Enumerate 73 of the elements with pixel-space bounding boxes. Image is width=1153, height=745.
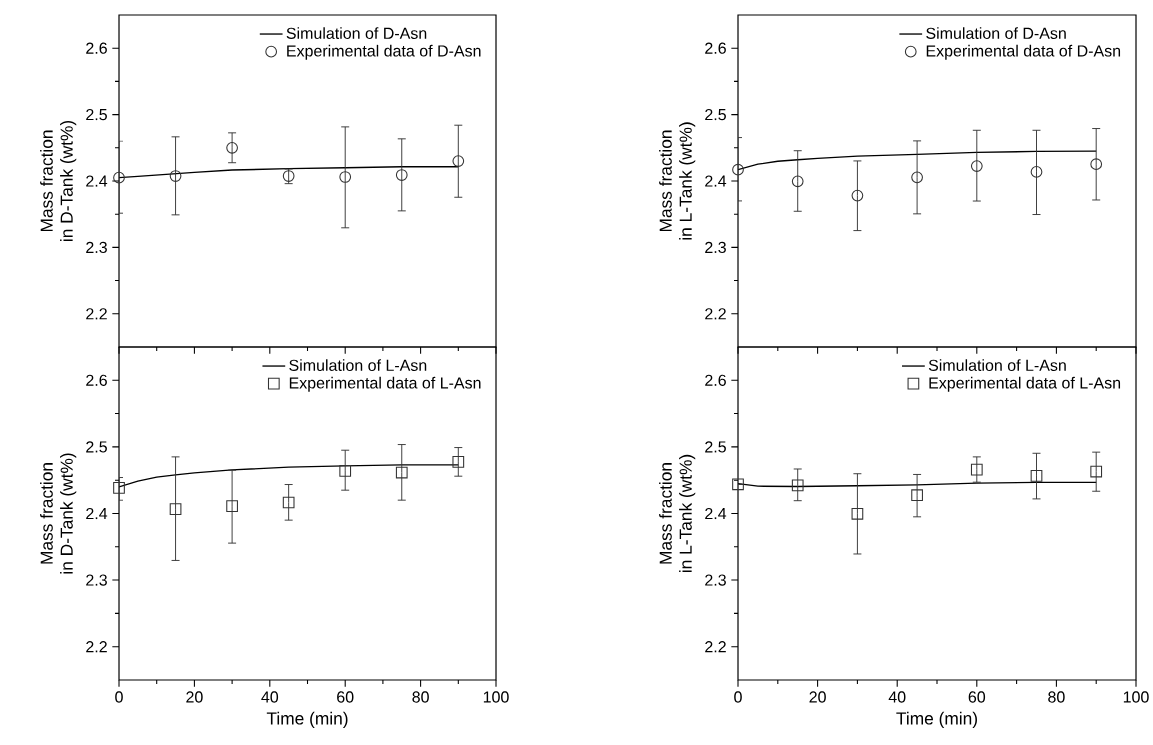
x-axis-title: Time (min) — [266, 711, 348, 728]
point — [226, 141, 238, 154]
y-tick-label: 2.5 — [86, 441, 107, 453]
y-tick-label: 2.6 — [705, 374, 726, 386]
y-tick-label: 2.4 — [86, 175, 108, 187]
point — [970, 463, 983, 476]
point — [791, 175, 804, 188]
point — [113, 171, 125, 184]
legend-label: Simulation of D-Asn — [286, 27, 427, 39]
y-axis-title: Mass fraction in L-Tank (wt%) — [659, 122, 696, 240]
point — [1090, 158, 1103, 171]
point — [113, 481, 125, 494]
y-axis-title: Mass fraction in L-Tank (wt%) — [659, 454, 696, 573]
point — [911, 171, 923, 184]
y-tick-label: 2.6 — [86, 374, 107, 386]
point — [1030, 166, 1043, 178]
y-tick-label: 2.3 — [705, 241, 726, 254]
point — [339, 464, 352, 477]
legend-label: Experimental data of D-Asn — [926, 44, 1121, 60]
y-axis-title: Mass fraction in D-Tank (wt%) — [40, 120, 77, 241]
x-tick-label: 100 — [483, 691, 509, 703]
legend-label: Simulation of L-Asn — [289, 359, 427, 371]
y-tick-label: 2.3 — [705, 574, 726, 586]
y-tick-label: 2.4 — [86, 507, 108, 520]
point — [911, 489, 923, 502]
y-tick-label: 2.6 — [86, 42, 107, 54]
legend-label: Experimental data of D-Asn — [287, 44, 481, 60]
x-tick-label: 40 — [888, 691, 906, 703]
x-tick-label: 100 — [1123, 691, 1149, 703]
point — [169, 170, 182, 182]
point — [732, 478, 744, 491]
point — [395, 169, 408, 181]
x-tick-label: 80 — [412, 691, 429, 703]
x-tick-label: 0 — [734, 691, 742, 703]
y-tick-label: 2.3 — [86, 241, 107, 254]
legend-label: Simulation of D-Asn — [926, 27, 1066, 39]
point — [791, 479, 804, 492]
point — [732, 163, 744, 176]
x-tick-label: 60 — [337, 691, 354, 703]
y-tick-label: 2.5 — [705, 108, 726, 121]
point — [226, 500, 238, 513]
y-tick-label: 2.4 — [705, 175, 727, 187]
y-tick-label: 2.5 — [86, 108, 107, 121]
point — [851, 189, 864, 202]
legend-label: Experimental data of L-Asn — [929, 376, 1121, 392]
point — [169, 503, 182, 516]
x-tick-label: 80 — [1048, 691, 1065, 703]
y-tick-label: 2.6 — [705, 42, 726, 54]
x-tick-label: 0 — [115, 691, 123, 703]
x-tick-label: 20 — [186, 691, 203, 703]
point — [395, 466, 408, 479]
y-tick-label: 2.2 — [705, 308, 726, 320]
y-tick-label: 2.2 — [86, 308, 107, 320]
x-tick-label: 20 — [809, 691, 826, 703]
point — [1030, 470, 1043, 482]
point — [339, 171, 352, 183]
point — [851, 507, 864, 520]
x-axis-title: Time (min) — [896, 711, 977, 728]
legend-label: Experimental data of L-Asn — [289, 376, 481, 392]
point — [452, 456, 465, 468]
y-tick-label: 2.2 — [86, 641, 107, 653]
point — [1090, 465, 1103, 478]
y-tick-label: 2.4 — [705, 507, 727, 520]
x-tick-label: 40 — [261, 691, 279, 703]
y-axis-title: Mass fraction in D-Tank (wt%) — [40, 453, 77, 574]
y-tick-label: 2.3 — [86, 574, 107, 586]
y-tick-label: 2.2 — [705, 641, 726, 653]
x-tick-label: 60 — [968, 691, 986, 703]
point — [452, 155, 465, 167]
point — [282, 496, 295, 509]
legend-label: Simulation of L-Asn — [928, 359, 1066, 371]
point — [970, 160, 983, 172]
y-tick-label: 2.5 — [705, 441, 726, 453]
